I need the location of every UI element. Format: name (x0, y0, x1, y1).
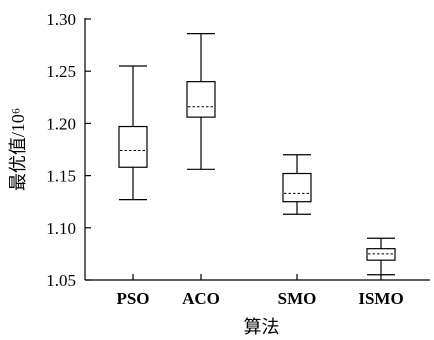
y-tick-label: 1.15 (46, 167, 76, 186)
y-tick-label: 1.25 (46, 62, 76, 81)
box-aco (186, 33, 216, 170)
x-category-label: PSO (116, 289, 149, 308)
interquartile-box (186, 81, 216, 118)
x-category-label: ACO (182, 289, 220, 308)
y-tick-label: 1.05 (46, 271, 76, 290)
x-axis-title: 算法 (244, 317, 280, 337)
interquartile-box (282, 172, 312, 203)
x-axis: PSO ACO SMO ISMO (85, 274, 430, 308)
y-axis-title: 最优值/10⁶ (8, 108, 28, 191)
y-tick-label: 1.20 (46, 114, 76, 133)
y-tick-label: 1.30 (46, 10, 76, 29)
y-axis: 1.05 1.10 1.15 1.20 1.25 1.30 (46, 10, 91, 290)
interquartile-box (118, 125, 148, 168)
plot-area (118, 33, 396, 276)
interquartile-box (366, 248, 396, 261)
y-tick-label: 1.10 (46, 219, 76, 238)
x-category-label: SMO (278, 289, 317, 308)
box-pso (118, 65, 148, 201)
x-category-label: ISMO (358, 289, 403, 308)
box-ismo (366, 237, 396, 276)
box-smo (282, 154, 312, 215)
